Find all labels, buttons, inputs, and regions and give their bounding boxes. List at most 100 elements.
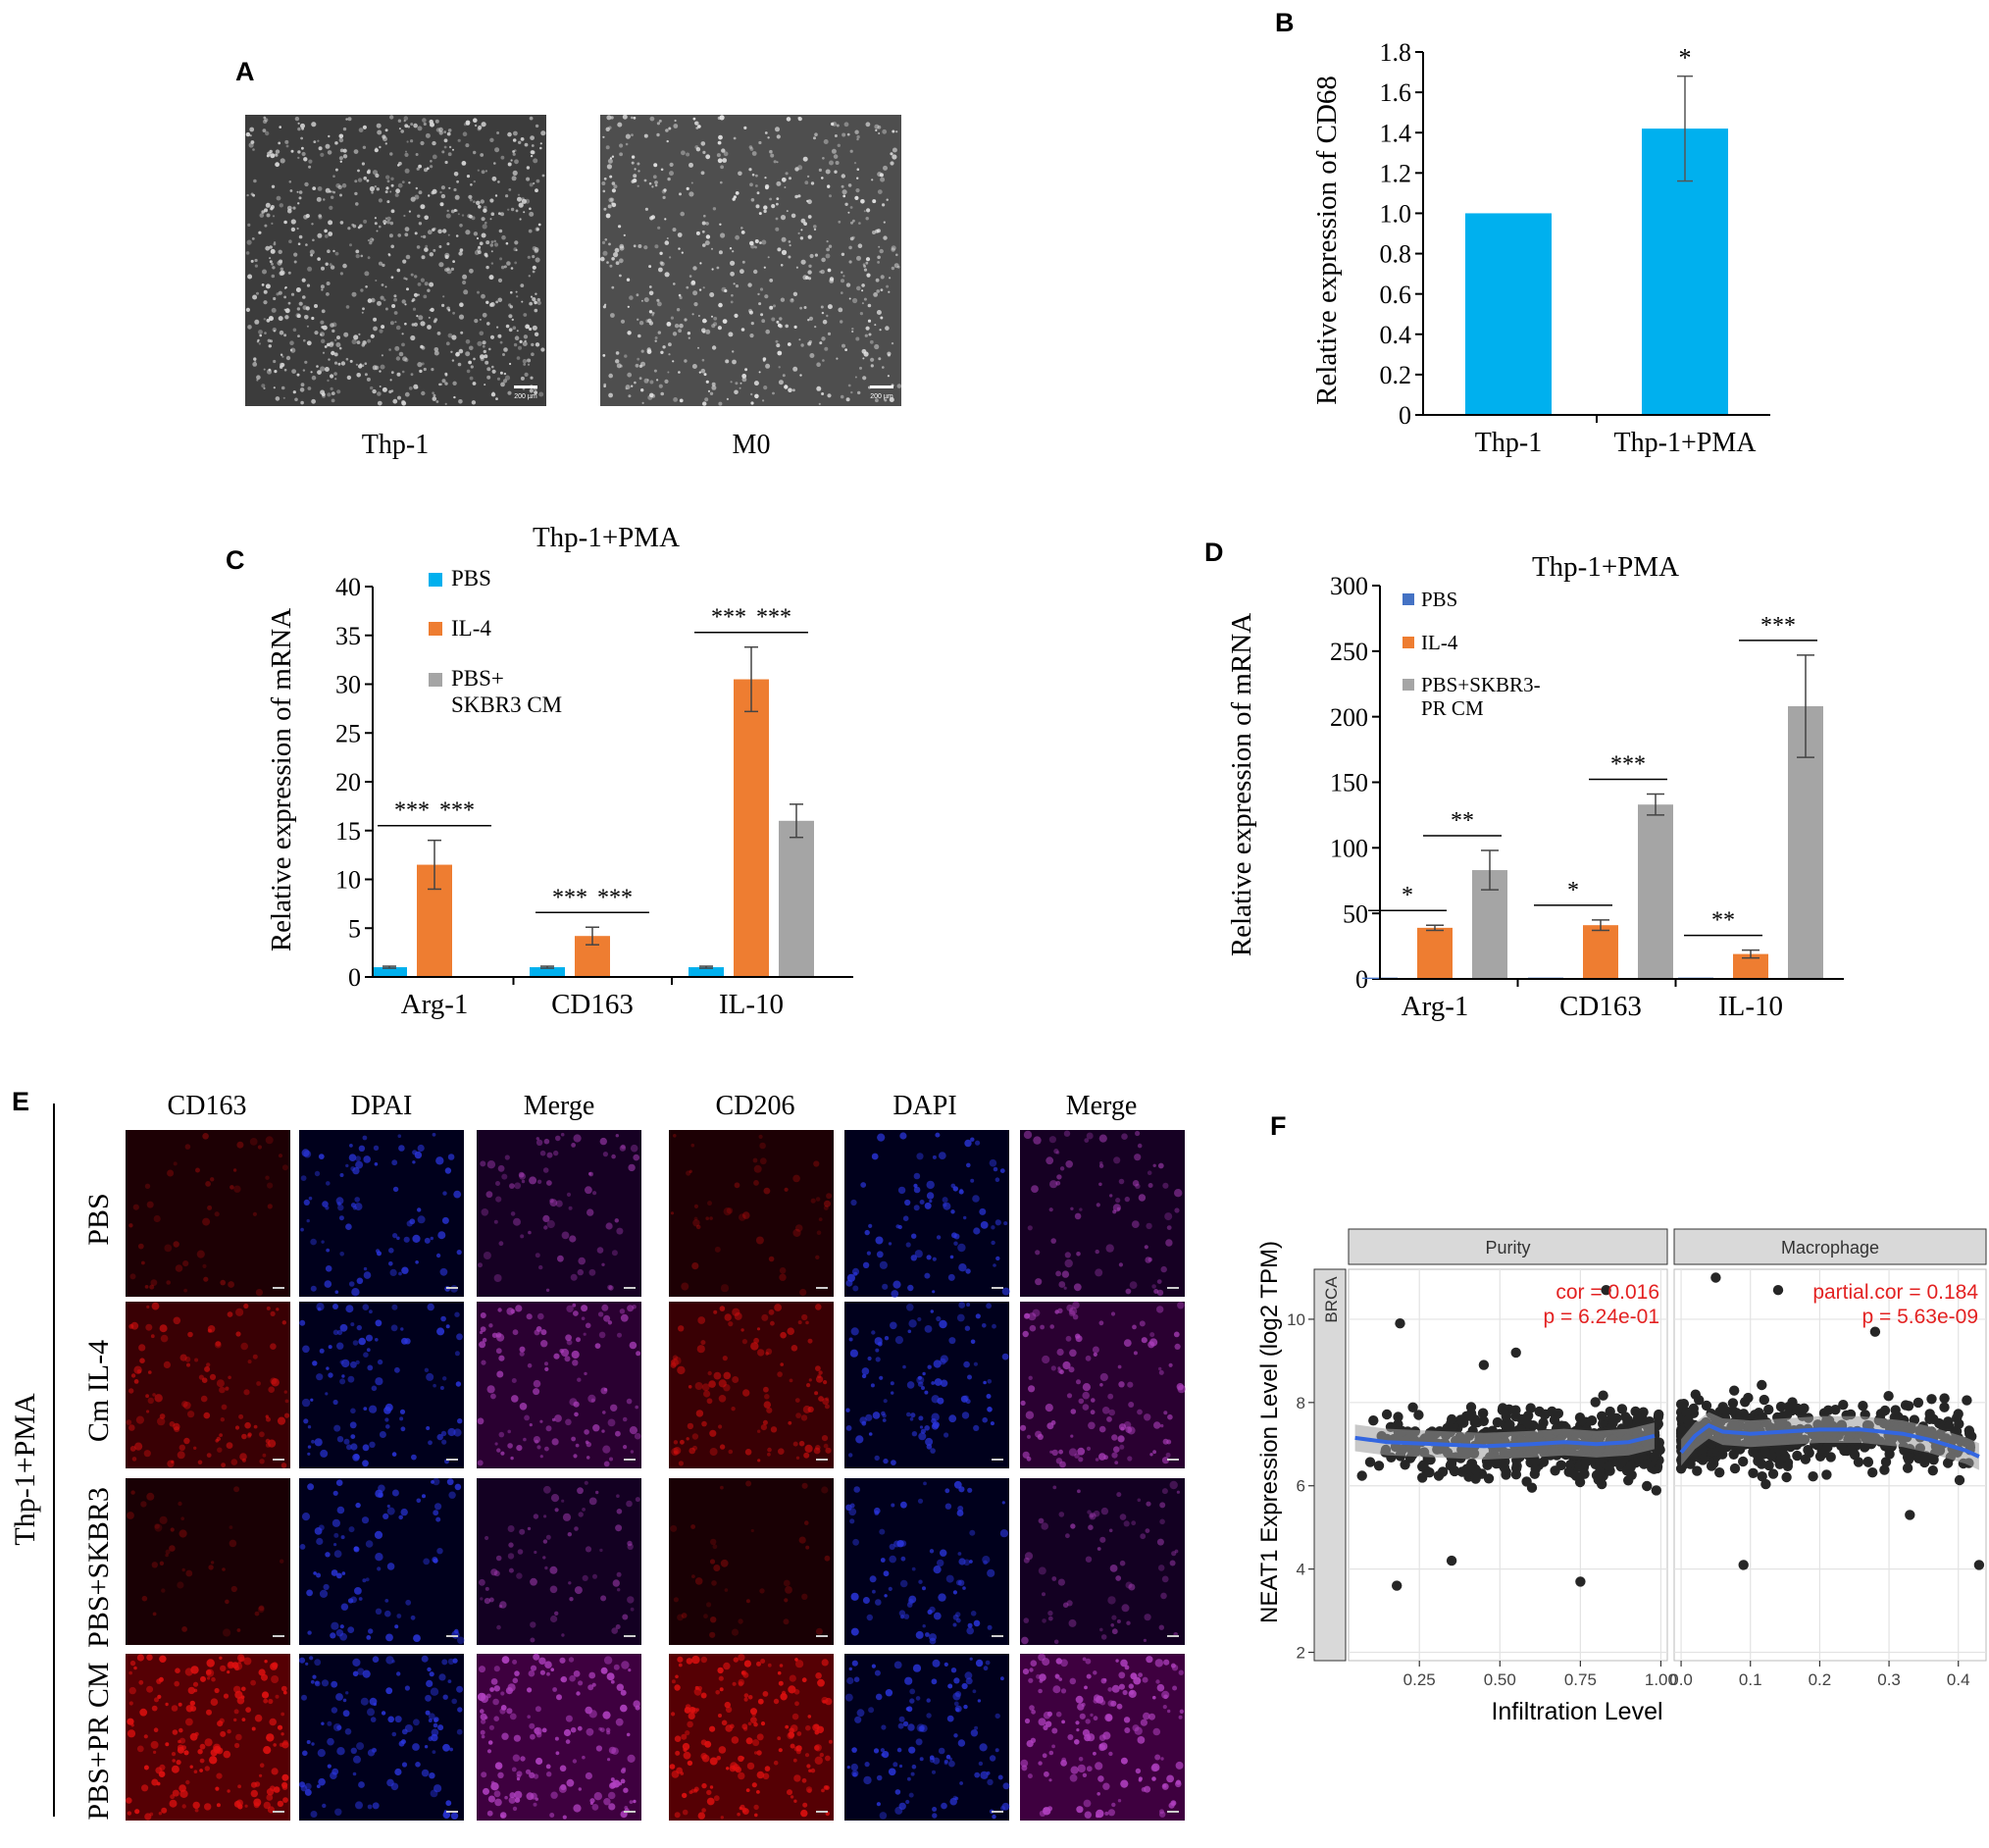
micrograph-pbs-pr-cm-dapi-4 — [844, 1654, 1010, 1821]
micrograph-pbs-cd163-0 — [126, 1130, 290, 1297]
confidence-band-purity — [1354, 1422, 1655, 1460]
y-tick-label-d-2: 100 — [1330, 834, 1368, 862]
y-tick-label-c-0: 0 — [348, 963, 361, 992]
micrograph-pbs-skbr3-merge-5 — [1020, 1478, 1185, 1645]
significance-label-c-5: *** — [756, 605, 791, 631]
y-axis-title-d: Relative expression of mRNA — [1226, 613, 1257, 956]
stat-p-macrophage: p = 5.63e-09 — [1862, 1306, 1978, 1328]
micrograph-cm-il-4-merge-2 — [477, 1302, 641, 1468]
x-tick-label-purity-0: 0.25 — [1403, 1670, 1436, 1689]
y-tick-label-b-6: 1.2 — [1380, 159, 1412, 187]
legend-label-il4-d: IL-4 — [1421, 631, 1458, 654]
y-axis-title-c: Relative expression of mRNA — [266, 608, 297, 951]
stat-p-purity: p = 6.24e-01 — [1543, 1306, 1659, 1328]
bar-b-thp-1 — [1465, 213, 1552, 415]
micrograph-pbs-pr-cm-dpai-1 — [298, 1654, 464, 1821]
y-tick-label-f-3: 8 — [1297, 1394, 1305, 1412]
x-tick-label-macrophage-2: 0.2 — [1809, 1670, 1832, 1689]
significance-label-d-1: ** — [1451, 808, 1474, 834]
row-label-pbs: PBS — [82, 1193, 115, 1245]
points-macrophage — [1675, 1272, 1985, 1570]
micrograph-pbs-skbr3-dpai-1 — [299, 1477, 465, 1645]
significance-label-d-3: *** — [1610, 752, 1646, 778]
legend-swatch-pbs-d — [1402, 593, 1414, 605]
bar-d-arg-1-il-4 — [1417, 927, 1453, 979]
x-tick-label-c-il-10: IL-10 — [719, 989, 784, 1020]
legend-label-skbr3-d: PBS+SKBR3-PR CM — [1421, 673, 1541, 720]
micrograph-pbs-pr-cm-merge-5 — [1020, 1653, 1185, 1821]
x-tick-label-purity-1: 0.50 — [1484, 1670, 1516, 1689]
y-tick-label-c-3: 15 — [335, 817, 361, 846]
column-header-dapi: DAPI — [892, 1091, 956, 1121]
significance-label-c-3: *** — [597, 885, 633, 910]
legend-swatch-skbr3-d — [1402, 679, 1414, 691]
y-tick-label-c-2: 10 — [335, 866, 361, 895]
y-tick-label-b-4: 0.8 — [1380, 240, 1412, 269]
x-tick-label-macrophage-1: 0.1 — [1739, 1670, 1762, 1689]
legend-c: PBS IL-4 PBS+ SKBR3 CM — [429, 566, 562, 717]
y-axis-title-b: Relative expression of CD68 — [1311, 76, 1343, 405]
strip-brca — [1313, 1268, 1347, 1662]
strip-macrophage — [1673, 1228, 1987, 1265]
x-tick-label-macrophage-0: 0.0 — [1669, 1670, 1693, 1689]
bar-d-cd163-il-4 — [1583, 925, 1618, 979]
points-purity — [1354, 1285, 1665, 1591]
x-tick-label-d-arg-1: Arg-1 — [1402, 991, 1469, 1022]
legend-label-skbr3-c: PBS+ SKBR3 CM — [451, 666, 562, 717]
bar-c-cd163-pbs — [530, 967, 565, 977]
panel-letter-a: A — [235, 57, 255, 86]
x-tick-label-d-il-10: IL-10 — [1718, 991, 1783, 1022]
legend-swatch-il4-c — [429, 622, 442, 636]
x-tick-label-c-arg-1: Arg-1 — [401, 989, 469, 1020]
y-tick-label-d-1: 50 — [1343, 899, 1368, 928]
micrograph-pbs-skbr3-dapi-4 — [844, 1478, 1009, 1645]
micrograph-pbs-cd206-3 — [669, 1130, 834, 1297]
panel-letter-b: B — [1275, 8, 1295, 37]
micrograph-pbs-dapi-4 — [844, 1130, 1010, 1298]
row-label-pbs-pr-cm: PBS+PR CM — [82, 1662, 115, 1820]
y-tick-label-c-1: 5 — [348, 914, 361, 943]
bar-c-il-10-pbs-skbr3-cm — [779, 820, 814, 977]
x-tick-label-macrophage-3: 0.3 — [1877, 1670, 1901, 1689]
micrograph-pbs-skbr3-cd206-3 — [669, 1478, 834, 1645]
y-tick-label-d-4: 200 — [1330, 703, 1368, 732]
micrograph-cm-il-4-cd163-0 — [126, 1302, 290, 1468]
strip-purity — [1348, 1228, 1668, 1265]
column-header-merge-right: Merge — [1066, 1091, 1138, 1121]
legend-swatch-pbs-c — [429, 573, 442, 587]
image-label-thp1: Thp-1 — [362, 430, 429, 460]
legend-label-pbs-d: PBS — [1421, 588, 1457, 611]
legend-d: PBS IL-4 PBS+SKBR3-PR CM — [1402, 588, 1541, 720]
panel-letter-e: E — [12, 1087, 29, 1116]
significance-label-d-0: * — [1402, 883, 1413, 908]
panel-b: B Relative expression of CD68 0 0.2 0.4 0.6… — [1275, 8, 1770, 458]
y-tick-label-c-4: 20 — [335, 768, 361, 796]
panel-letter-c: C — [226, 545, 245, 575]
plot-area-macrophage — [1673, 1268, 1987, 1662]
y-tick-label-b-1: 0.2 — [1380, 361, 1412, 389]
panel-letter-f: F — [1270, 1111, 1287, 1141]
legend-swatch-il4-d — [1402, 637, 1414, 648]
trend-line-purity — [1354, 1433, 1656, 1449]
micrograph-pbs-pr-cm-merge-2 — [477, 1653, 641, 1821]
y-tick-label-c-6: 30 — [335, 671, 361, 699]
y-tick-label-f-4: 10 — [1287, 1310, 1305, 1329]
micrograph-pbs-pr-cm-cd206-3 — [669, 1654, 834, 1821]
y-tick-label-c-7: 35 — [335, 622, 361, 650]
y-tick-label-d-3: 150 — [1330, 769, 1368, 797]
y-tick-label-c-8: 40 — [335, 573, 361, 601]
micrograph-pbs-dpai-1 — [299, 1130, 464, 1297]
strip-label-purity: Purity — [1485, 1238, 1530, 1258]
micrograph-cm-il-4-cd206-3 — [669, 1302, 834, 1468]
panel-letter-d: D — [1204, 538, 1224, 567]
chart-title-d: Thp-1+PMA — [1532, 551, 1679, 583]
x-tick-label-macrophage-4: 0.4 — [1947, 1670, 1970, 1689]
y-tick-label-b-9: 1.8 — [1380, 38, 1412, 67]
micrograph-pbs-skbr3-cd163-0 — [126, 1478, 290, 1645]
y-tick-label-f-0: 2 — [1297, 1644, 1305, 1663]
strip-label-macrophage: Macrophage — [1781, 1238, 1879, 1258]
x-axis-title-f: Infiltration Level — [1491, 1698, 1662, 1725]
significance-label-c-0: *** — [394, 798, 430, 824]
micrograph-pbs-merge-2 — [477, 1130, 641, 1297]
significance-label-c-2: *** — [552, 885, 587, 910]
